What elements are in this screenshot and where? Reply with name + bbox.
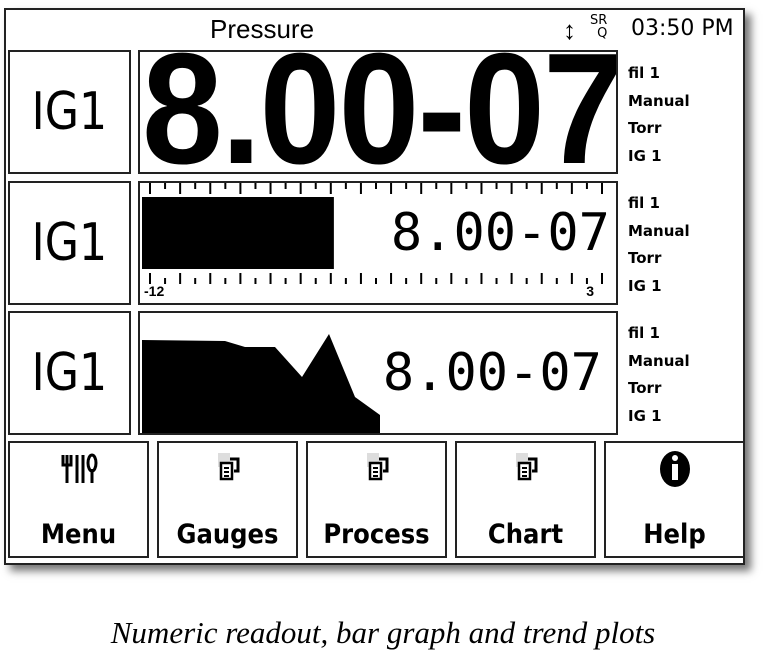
clock: 03:50 PM bbox=[631, 16, 734, 41]
bar-fill bbox=[142, 197, 334, 269]
gauge-label-1[interactable]: IG1 bbox=[8, 50, 131, 174]
gauge-label-3[interactable]: IG1 bbox=[8, 311, 131, 435]
gauges-button[interactable]: Gauges bbox=[157, 441, 298, 558]
document-edit-icon bbox=[308, 449, 445, 489]
gauge-info-2: fil 1 Manual Torr IG 1 bbox=[628, 194, 690, 295]
pressure-value: 8.00-07 bbox=[142, 50, 618, 174]
page-title: Pressure bbox=[210, 14, 315, 44]
bar-scale-min: -12 bbox=[144, 283, 165, 299]
up-down-arrow-icon: ↕ bbox=[563, 15, 576, 45]
utensils-icon bbox=[10, 449, 147, 489]
document-edit-icon bbox=[457, 449, 594, 489]
bar-graph-svg bbox=[142, 183, 603, 284]
trend-plot-svg bbox=[142, 334, 380, 433]
menu-button[interactable]: Menu bbox=[8, 441, 149, 558]
pressure-value: 8.00-07 bbox=[390, 203, 610, 263]
figure-caption: Numeric readout, bar graph and trend plo… bbox=[110, 615, 656, 650]
status-indicator: SR Q bbox=[590, 13, 608, 41]
trend-plot: 8.00-07 bbox=[138, 311, 618, 435]
numeric-readout: 8.00-07 bbox=[138, 50, 618, 174]
pressure-value: 8.00-07 bbox=[382, 343, 602, 403]
bar-scale-max: 3 bbox=[586, 283, 594, 299]
help-button[interactable]: Help bbox=[604, 441, 745, 558]
trend-area bbox=[142, 334, 380, 433]
gauge-info-3: fil 1 Manual Torr IG 1 bbox=[628, 324, 690, 425]
bar-graph: 8.00-07 -12 3 bbox=[138, 181, 618, 305]
process-button[interactable]: Process bbox=[306, 441, 447, 558]
document-edit-icon bbox=[159, 449, 296, 489]
gauge-info-1: fil 1 Manual Torr IG 1 bbox=[628, 64, 690, 165]
info-icon bbox=[606, 449, 743, 489]
gauge-label-2[interactable]: IG1 bbox=[8, 181, 131, 305]
chart-button[interactable]: Chart bbox=[455, 441, 596, 558]
